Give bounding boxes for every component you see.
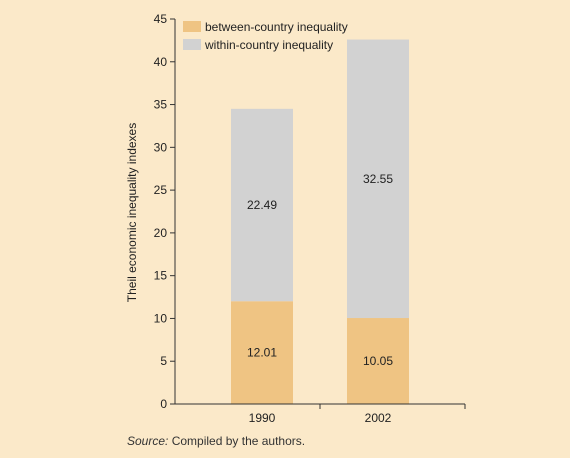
x-tick-label-2002: 2002 <box>365 411 392 425</box>
y-tick-label-5: 5 <box>160 354 167 368</box>
data-label-2002-series-0: 10.05 <box>363 354 393 368</box>
y-tick-label-30: 30 <box>154 140 168 154</box>
source-note: Source: Compiled by the authors. <box>127 434 305 448</box>
y-tick-label-20: 20 <box>154 226 168 240</box>
source-label: Source: <box>127 434 169 448</box>
legend-label-1: within-country inequality <box>204 38 333 52</box>
y-tick-label-0: 0 <box>160 397 167 411</box>
source-text: Compiled by the authors. <box>171 434 306 448</box>
y-tick-label-35: 35 <box>154 98 168 112</box>
bar-2002-series-1 <box>347 39 409 319</box>
data-label-1990-series-0: 12.01 <box>247 346 277 360</box>
y-tick-label-10: 10 <box>154 311 168 325</box>
y-tick-label-15: 15 <box>154 269 168 283</box>
x-tick-label-1990: 1990 <box>249 411 276 425</box>
bar-1990-series-0 <box>231 301 293 404</box>
y-tick-label-40: 40 <box>154 55 168 69</box>
data-label-1990-series-1: 22.49 <box>247 198 277 212</box>
y-tick-label-45: 45 <box>154 12 168 26</box>
y-tick-label-25: 25 <box>154 183 168 197</box>
legend-label-0: between-country inequality <box>205 20 348 34</box>
legend-swatch-0 <box>183 21 201 32</box>
y-axis-label: Theil economic inequality indexes <box>125 123 139 302</box>
legend-swatch-1 <box>183 39 201 50</box>
bar-2002-series-0 <box>347 318 409 404</box>
data-label-2002-series-1: 32.55 <box>363 172 393 186</box>
bar-1990-series-1 <box>231 108 293 302</box>
